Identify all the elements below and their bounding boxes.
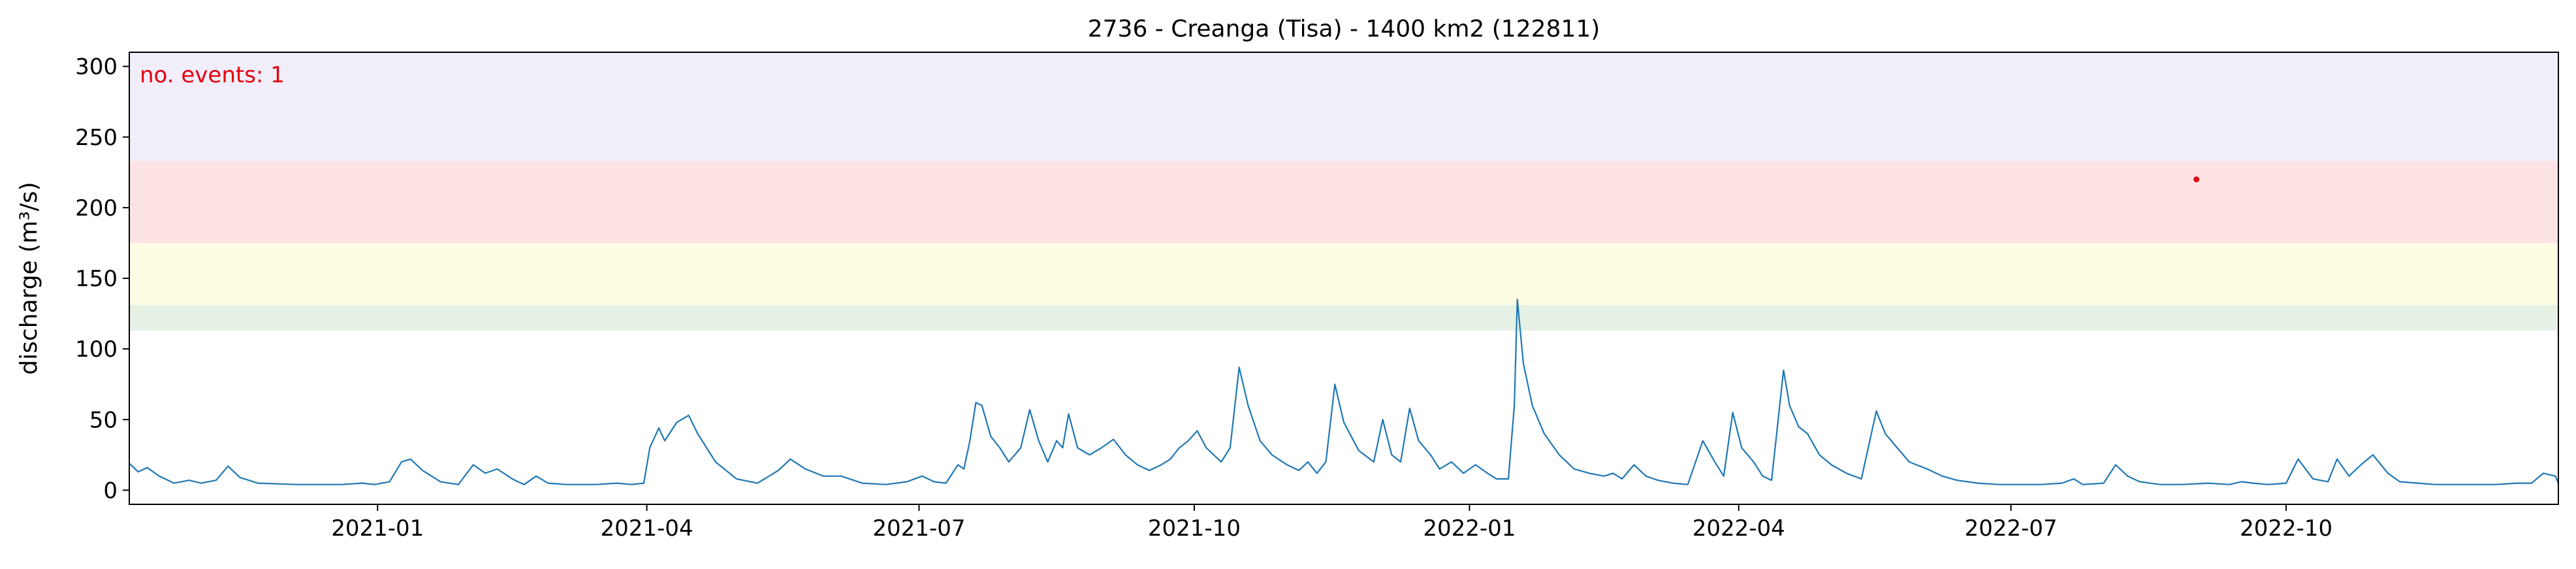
y-tick-label: 250 <box>75 125 118 151</box>
y-tick-label: 300 <box>75 54 118 80</box>
x-tick-label: 2021-10 <box>1148 515 1241 542</box>
y-tick-label: 150 <box>75 266 118 292</box>
x-tick-label: 2021-01 <box>331 515 424 542</box>
x-tick-label: 2021-04 <box>601 515 693 542</box>
chart-title: 2736 - Creanga (Tisa) - 1400 km2 (122811… <box>1088 16 1600 42</box>
threshold-band-2 <box>129 242 2558 306</box>
x-axis: 2021-01 2021-04 2021-07 2021-10 2022-01 2022-… <box>331 504 2332 542</box>
y-axis-label: discharge (m³/s) <box>16 182 42 374</box>
y-tick-label: 0 <box>103 478 118 504</box>
x-tick-label: 2022-01 <box>1423 515 1516 542</box>
x-tick-label: 2022-07 <box>1965 515 2058 542</box>
y-tick-label: 200 <box>75 195 118 221</box>
threshold-bands <box>129 52 2558 331</box>
event-marker <box>2193 176 2200 183</box>
threshold-band-4 <box>129 52 2558 161</box>
x-tick-label: 2021-07 <box>872 515 965 542</box>
threshold-band-3 <box>129 161 2558 243</box>
x-tick-label: 2022-04 <box>1693 515 1785 542</box>
y-tick-label: 100 <box>75 336 118 363</box>
threshold-band-1 <box>129 305 2558 331</box>
events-layer <box>2193 176 2200 183</box>
y-tick-label: 50 <box>89 407 118 433</box>
y-axis: 0 50 100 150 200 250 300 <box>75 54 129 504</box>
discharge-series-line <box>129 299 2560 485</box>
x-tick-label: 2022-10 <box>2240 515 2332 542</box>
event-count-annotation: no. events: 1 <box>140 62 285 88</box>
series-layer <box>129 299 2560 485</box>
